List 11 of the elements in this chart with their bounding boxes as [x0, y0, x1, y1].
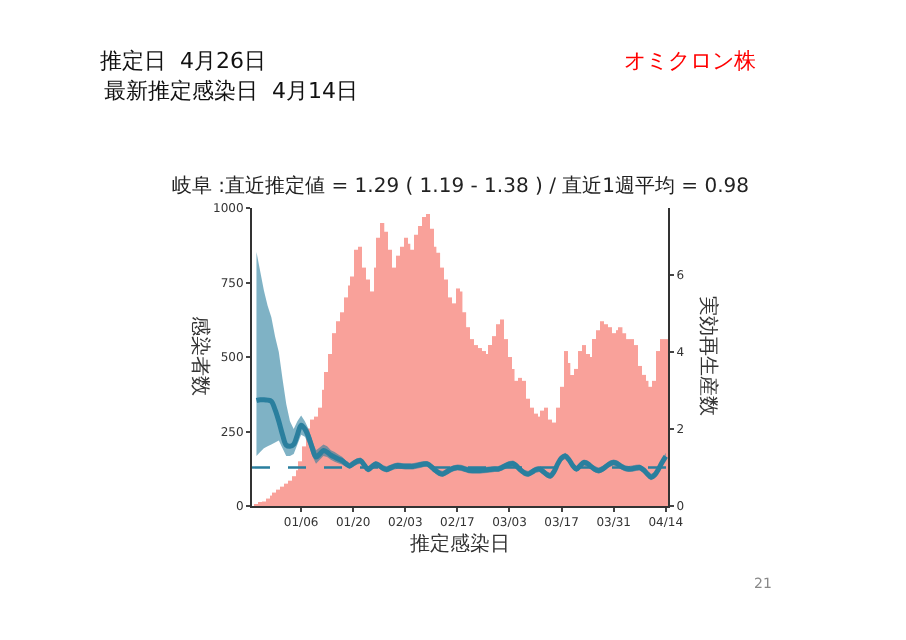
bar — [664, 339, 668, 506]
chart-title: 推定日 4月26日 — [100, 47, 266, 74]
bar — [522, 380, 526, 506]
chart-subtitle: 最新推定感染日 4月14日 — [104, 78, 358, 104]
y-axis-title: 感染者数 — [188, 316, 212, 396]
text: 岐阜 :直近推定値 = 1.29 ( 1.19 - 1.38 ) / 直近1週平均 = 0.98 — [172, 174, 749, 198]
bar — [280, 486, 284, 506]
line-series — [253, 397, 668, 480]
y2-axis-title: 実効再生産数 — [696, 296, 720, 416]
text: オミクロン株 — [624, 48, 756, 74]
x-axis-title: 推定感染日 — [410, 532, 510, 556]
